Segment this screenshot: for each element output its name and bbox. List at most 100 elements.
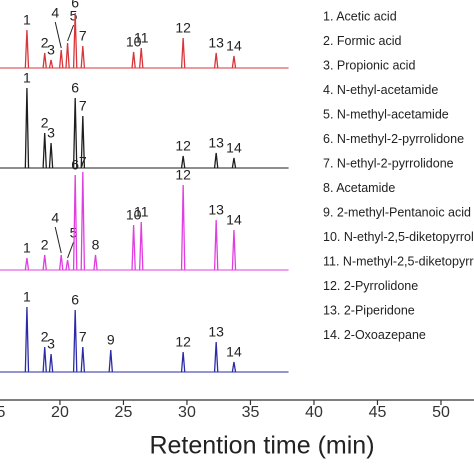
- peak-label: 14: [226, 140, 242, 156]
- peak-label: 12: [175, 167, 191, 183]
- x-tick-label: 35: [242, 404, 260, 421]
- peak: [80, 346, 86, 373]
- arrow: [67, 24, 75, 42]
- peak-label: 2: [41, 329, 49, 345]
- legend-item: 8. Acetamide: [323, 181, 395, 195]
- peak: [131, 224, 136, 271]
- peak: [72, 309, 78, 373]
- peak: [231, 55, 237, 69]
- peak-label: 7: [79, 28, 87, 44]
- peak-label: 2: [41, 115, 49, 131]
- peak: [80, 171, 86, 271]
- peak: [180, 184, 186, 271]
- x-axis-label: Retention time (min): [149, 432, 374, 460]
- peak-label: 12: [175, 20, 191, 36]
- peak: [213, 341, 219, 373]
- peak: [72, 174, 78, 271]
- peak: [65, 259, 70, 271]
- peak: [231, 157, 237, 169]
- peak: [48, 353, 54, 373]
- peak-label: 7: [79, 98, 87, 114]
- peak: [48, 142, 54, 169]
- peak: [72, 12, 78, 69]
- arrow: [54, 21, 62, 49]
- peak-label: 4: [51, 5, 59, 21]
- x-tick-label: 25: [115, 404, 133, 421]
- peak: [42, 254, 47, 271]
- x-tick-label: 45: [369, 404, 387, 421]
- peak-label: 2: [41, 237, 49, 253]
- peak: [138, 221, 144, 271]
- legend-item: 10. N-ethyl-2,5-diketopyrrolidine: [323, 230, 474, 244]
- peak: [24, 257, 30, 271]
- peak-label: 10: [126, 34, 142, 50]
- x-tick-label: 20: [51, 404, 69, 421]
- peak: [65, 42, 70, 69]
- peak: [58, 254, 64, 271]
- peak-label: 14: [226, 212, 242, 228]
- legend-item: 9. 2-methyl-Pentanoic acid: [323, 205, 471, 219]
- peak: [72, 97, 78, 169]
- x-tick-label: 50: [432, 404, 450, 421]
- peak: [24, 306, 30, 373]
- peak-label: 4: [51, 210, 59, 226]
- peak-label: 12: [175, 334, 191, 350]
- peak: [42, 346, 47, 373]
- peak: [213, 52, 219, 69]
- peak-label: 3: [47, 336, 55, 352]
- peak-label: 6: [71, 292, 79, 308]
- x-tick-label: 40: [305, 404, 323, 421]
- x-tick-label: 15: [0, 404, 5, 421]
- legend-item: 2. Formic acid: [323, 34, 402, 48]
- peak-label: 13: [208, 135, 224, 151]
- peak: [131, 51, 136, 69]
- peak-label: 1: [23, 12, 31, 28]
- peak: [42, 52, 47, 69]
- legend-item: 4. N-ethyl-acetamide: [323, 83, 438, 97]
- peak: [213, 152, 219, 169]
- peak: [138, 47, 144, 69]
- legend-item: 5. N-methyl-acetamide: [323, 107, 449, 121]
- legend-item: 12. 2-Pyrrolidone: [323, 279, 418, 293]
- peak-label: 1: [23, 289, 31, 305]
- legend-item: 14. 2-Oxoazepane: [323, 328, 426, 342]
- peak-label: 13: [208, 35, 224, 51]
- legend-item: 1. Acetic acid: [323, 9, 397, 23]
- peak-label: 13: [208, 202, 224, 218]
- peak-label: 3: [47, 125, 55, 141]
- peak: [213, 219, 219, 271]
- peak: [42, 132, 47, 169]
- peak: [80, 115, 86, 169]
- peak-label: 2: [41, 35, 49, 51]
- arrow: [54, 226, 62, 254]
- peak-label: 7: [79, 154, 87, 170]
- peak: [231, 229, 237, 271]
- peak: [48, 59, 54, 69]
- peak: [24, 87, 30, 169]
- peak: [180, 155, 186, 169]
- legend-item: 11. N-methyl-2,5-diketopyrrolidine: [323, 254, 474, 268]
- peak-label: 11: [134, 30, 149, 46]
- peak-label: 12: [175, 138, 191, 154]
- peak-label: 8: [92, 237, 100, 253]
- peak-label: 6: [71, 0, 79, 11]
- peak-label: 1: [23, 70, 31, 86]
- peak-label: 14: [226, 38, 242, 54]
- peak-label: 9: [107, 332, 115, 348]
- peak-label: 3: [47, 42, 55, 58]
- peak-label: 5: [70, 8, 78, 24]
- peak-label: 6: [71, 80, 79, 96]
- peak-label: 1: [23, 240, 31, 256]
- peak-label: 11: [134, 204, 149, 220]
- peak: [231, 361, 237, 373]
- peak: [180, 37, 186, 69]
- peak-label: 13: [208, 324, 224, 340]
- peak: [93, 254, 98, 271]
- peak-label: 10: [126, 207, 142, 223]
- arrow: [67, 241, 75, 259]
- peak: [58, 49, 64, 69]
- legend-item: 3. Propionic acid: [323, 58, 415, 72]
- peak: [24, 29, 30, 69]
- legend-item: 7. N-ethyl-2-pyrrolidone: [323, 156, 454, 170]
